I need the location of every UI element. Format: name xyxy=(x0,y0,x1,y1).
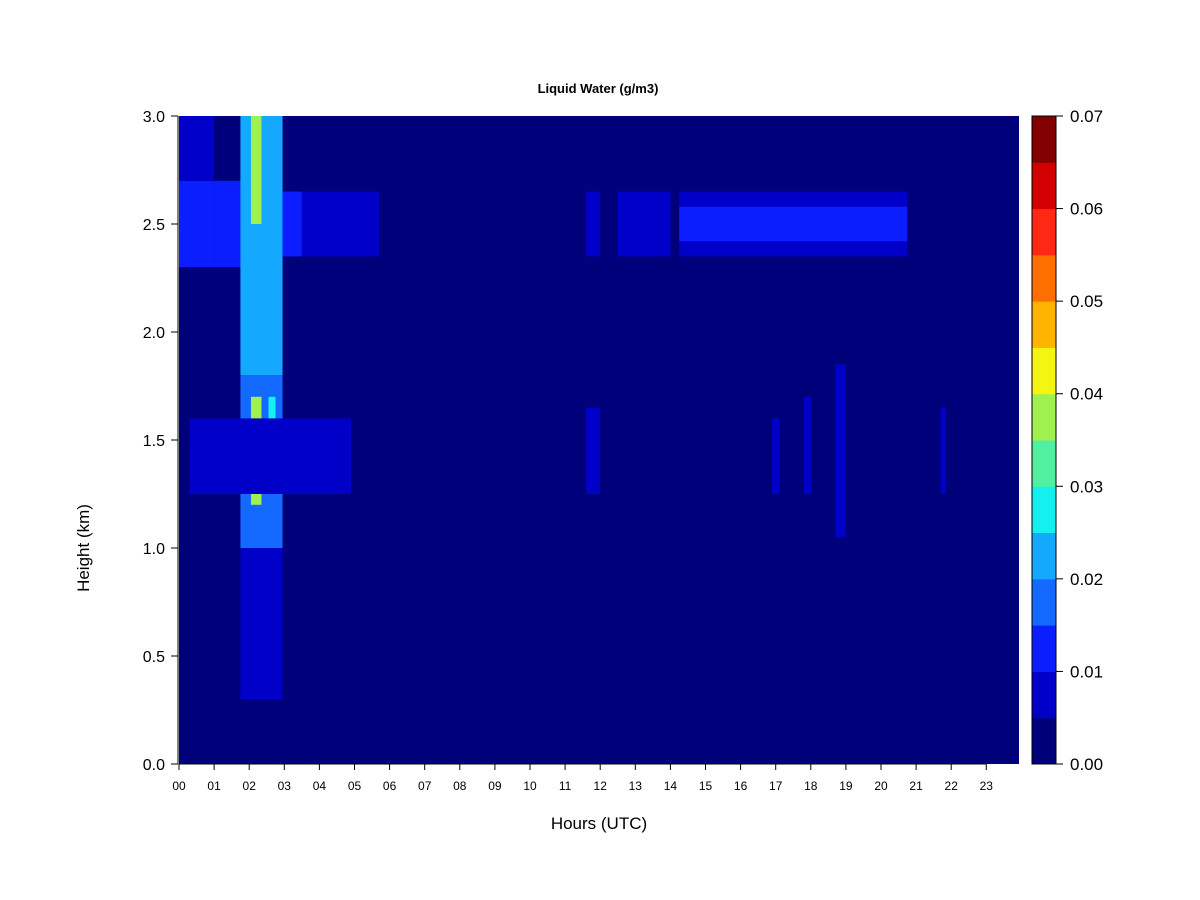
heatmap-cell-1 xyxy=(179,116,215,181)
heatmap-cell-18 xyxy=(835,364,846,538)
y-tick-label: 2.5 xyxy=(143,217,165,234)
heatmap-cell-11 xyxy=(189,418,351,494)
heatmap-cell-12 xyxy=(586,191,601,257)
x-tick-label: 09 xyxy=(488,779,502,793)
heatmap-cell-14 xyxy=(617,191,671,257)
heatmap-cell-19 xyxy=(772,418,780,494)
colorbar-segment xyxy=(1032,625,1056,672)
colorbar-segment xyxy=(1032,532,1056,580)
heatmap-cell-20 xyxy=(940,407,946,494)
heatmap-cell-3 xyxy=(240,548,283,700)
colorbar-segment xyxy=(1032,440,1056,487)
plot-area xyxy=(179,116,1019,764)
colorbar-segment xyxy=(1032,254,1056,302)
x-tick-label: 15 xyxy=(699,779,713,793)
colorbar-tick-label: 0.05 xyxy=(1070,292,1103,311)
x-tick-label: 16 xyxy=(734,779,748,793)
colorbar-tick-label: 0.06 xyxy=(1070,200,1103,219)
x-tick-label: 14 xyxy=(664,779,678,793)
x-tick-label: 20 xyxy=(874,779,888,793)
x-tick-label: 21 xyxy=(909,779,923,793)
y-tick-label: 3.0 xyxy=(143,109,165,126)
x-tick-label: 10 xyxy=(523,779,537,793)
heatmap-cell-2 xyxy=(214,180,241,268)
colorbar-tick-label: 0.02 xyxy=(1070,570,1103,589)
y-tick-label: 0.0 xyxy=(143,757,165,774)
x-tick-label: 00 xyxy=(172,779,186,793)
colorbar-tick-label: 0.07 xyxy=(1070,107,1103,126)
colorbar-tick-label: 0.00 xyxy=(1070,755,1103,774)
heatmap-cell-7 xyxy=(250,116,262,224)
x-tick-label: 04 xyxy=(313,779,327,793)
x-tick-label: 13 xyxy=(629,779,643,793)
colorbar-segment xyxy=(1032,578,1056,626)
heatmap-cell-16 xyxy=(679,206,908,242)
colorbar-segment xyxy=(1032,671,1056,719)
x-tick-label: 17 xyxy=(769,779,783,793)
x-axis: 00 01 02 03 04 05 06 07 08 09 10 11 12 13 14 15 16 17 18 19… xyxy=(172,763,994,793)
heatmap-cell-17 xyxy=(803,396,811,494)
x-tick-label: 11 xyxy=(559,779,572,793)
x-tick-label: 23 xyxy=(980,779,994,793)
x-tick-label: 18 xyxy=(804,779,818,793)
heatmap-cell-10 xyxy=(301,191,380,257)
colorbar-segment xyxy=(1032,347,1056,395)
colorbar-tick-label: 0.04 xyxy=(1070,385,1103,404)
heatmap-cell-13 xyxy=(586,407,601,494)
x-tick-label: 08 xyxy=(453,779,467,793)
x-tick-label: 19 xyxy=(839,779,853,793)
colorbar-segment xyxy=(1032,301,1056,348)
colorbar-segment xyxy=(1032,717,1056,765)
heatmap-cell-9 xyxy=(282,191,302,257)
colorbar-frame xyxy=(1031,115,1057,765)
x-tick-label: 03 xyxy=(278,779,292,793)
chart-title: Liquid Water (g/m3) xyxy=(538,81,659,96)
x-tick-label: 07 xyxy=(418,779,432,793)
x-axis-title: Hours (UTC) xyxy=(551,814,647,833)
x-tick-label: 22 xyxy=(945,779,959,793)
x-tick-label: 06 xyxy=(383,779,397,793)
heatmap-cell-0 xyxy=(179,180,215,268)
x-tick-label: 01 xyxy=(207,779,221,793)
y-tick-label: 2.0 xyxy=(143,325,165,342)
x-tick-label: 05 xyxy=(348,779,362,793)
y-tick-label: 1.0 xyxy=(143,541,165,558)
colorbar-segment xyxy=(1032,162,1056,210)
colorbar-tick-label: 0.03 xyxy=(1070,477,1103,496)
x-tick-label: 02 xyxy=(243,779,257,793)
colorbar: 0.00 0.01 0.02 0.03 0.04 0.05 0.06 0.07 xyxy=(1031,107,1103,774)
y-axis: 0.0 0.5 1.0 1.5 2.0 2.5 3.0 xyxy=(143,109,179,774)
colorbar-segment xyxy=(1032,116,1056,163)
y-tick-label: 1.5 xyxy=(143,433,165,450)
colorbar-segment xyxy=(1032,208,1056,256)
x-tick-label: 12 xyxy=(594,779,608,793)
colorbar-segment xyxy=(1032,486,1056,534)
y-tick-label: 0.5 xyxy=(143,649,165,666)
colorbar-tick-label: 0.01 xyxy=(1070,662,1103,681)
colorbar-segment xyxy=(1032,393,1056,441)
heatmap-features xyxy=(179,116,946,700)
y-axis-title: Height (km) xyxy=(74,504,93,592)
